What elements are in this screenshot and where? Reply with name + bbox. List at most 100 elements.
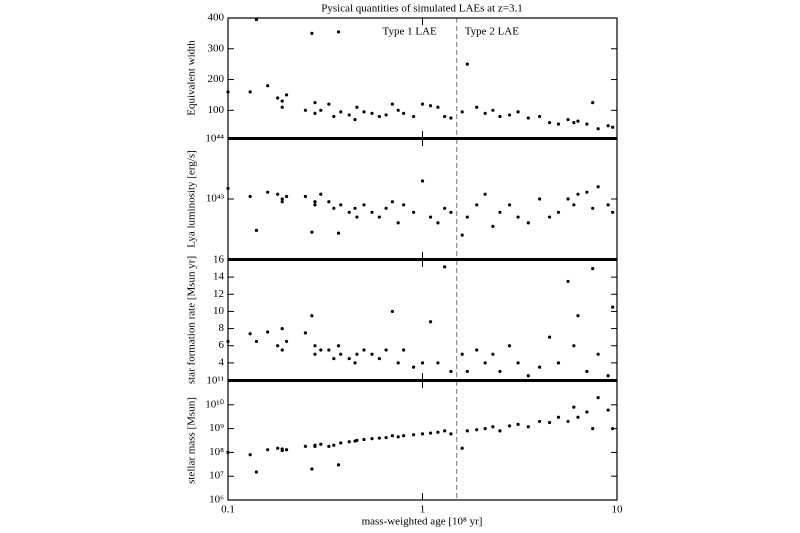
point: [591, 427, 595, 431]
y-tick-label: 4: [219, 356, 225, 368]
point: [436, 361, 440, 365]
x-tick-label: 1: [420, 504, 426, 516]
point: [449, 210, 453, 214]
point: [336, 231, 341, 235]
x-tick-label: 10: [612, 504, 624, 516]
point: [526, 221, 530, 225]
point: [611, 427, 615, 431]
point: [428, 320, 433, 324]
point: [596, 352, 600, 356]
point: [498, 369, 502, 374]
point: [420, 102, 425, 106]
point: [280, 99, 284, 103]
point: [556, 210, 561, 214]
point: [436, 221, 440, 225]
point: [276, 192, 280, 196]
point: [498, 210, 502, 214]
point: [402, 434, 406, 438]
point: [303, 108, 307, 112]
point: [538, 419, 542, 424]
x-tick-label: 0.1: [221, 504, 235, 516]
point: [313, 352, 317, 356]
point: [248, 332, 252, 336]
point: [370, 437, 374, 441]
point: [483, 111, 487, 115]
point: [310, 31, 314, 35]
point: [538, 114, 542, 119]
point: [313, 443, 317, 447]
point: [339, 441, 343, 445]
point: [347, 356, 351, 361]
point: [254, 17, 259, 22]
point: [390, 102, 394, 106]
point: [384, 113, 388, 117]
point: [606, 124, 610, 128]
point: [591, 206, 595, 210]
point: [547, 215, 552, 219]
point: [566, 279, 570, 284]
point: [266, 84, 270, 88]
point: [465, 429, 469, 433]
point: [280, 348, 284, 352]
point: [402, 348, 406, 352]
y-tick-label: 10¹⁰: [205, 398, 224, 410]
point: [443, 114, 447, 119]
point: [428, 215, 433, 219]
point: [412, 433, 416, 437]
y-tick-label: 12: [213, 288, 224, 300]
y-tick-label: 10⁹: [209, 422, 224, 434]
y-tick-label: 10⁶: [209, 494, 224, 506]
point: [248, 194, 252, 199]
point: [538, 365, 542, 369]
point: [280, 326, 284, 331]
point: [347, 210, 351, 214]
point: [303, 444, 307, 448]
point: [327, 200, 331, 204]
point: [436, 105, 440, 109]
y-tick-label: 10⁴³: [206, 193, 225, 205]
point: [303, 194, 307, 199]
y-tick-label: 10⁸: [209, 446, 224, 458]
point: [449, 116, 453, 120]
point: [576, 192, 580, 196]
point: [449, 369, 453, 374]
point: [460, 110, 464, 114]
point: [284, 448, 289, 452]
point: [355, 352, 359, 356]
point: [355, 215, 359, 219]
point: [332, 114, 336, 119]
point: [491, 108, 495, 112]
point: [266, 330, 270, 334]
point: [319, 108, 323, 112]
point: [516, 422, 520, 427]
y-tick-label: 100: [208, 104, 225, 116]
point: [336, 463, 341, 467]
point: [276, 446, 280, 450]
point: [576, 415, 580, 419]
point: [460, 446, 464, 450]
point: [420, 361, 425, 365]
point: [313, 203, 317, 207]
point: [491, 224, 495, 228]
y-axis-label: Lya luminosity [erg/s]: [186, 150, 198, 248]
point: [347, 113, 351, 117]
point: [339, 203, 343, 207]
point: [436, 430, 440, 434]
point: [460, 233, 464, 237]
point: [276, 344, 280, 348]
y-tick-label: 10⁴⁴: [205, 133, 224, 145]
point: [353, 361, 357, 365]
point: [596, 185, 600, 189]
point: [319, 442, 323, 446]
point: [491, 425, 495, 429]
point: [284, 339, 289, 344]
point: [284, 194, 289, 199]
point: [566, 117, 570, 122]
point: [428, 104, 433, 108]
point: [611, 210, 615, 214]
point: [313, 200, 317, 204]
point: [516, 361, 520, 365]
point: [526, 425, 530, 429]
point: [377, 356, 381, 361]
point: [591, 266, 595, 271]
